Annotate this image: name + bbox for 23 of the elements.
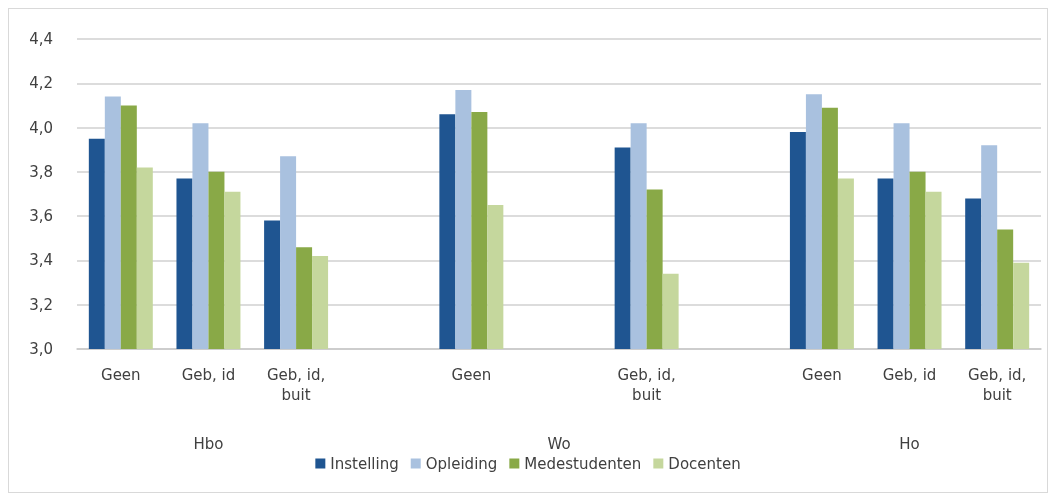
x-tick-label: Geen <box>451 366 492 384</box>
text: Hbo <box>193 435 224 453</box>
y-tick-label: 3,4 <box>29 251 53 270</box>
x-tick-label: Geen <box>802 366 842 384</box>
y-tick-label: 3,2 <box>29 295 53 314</box>
text: Ho <box>899 435 920 453</box>
x-tick-label: Geb, id, buit <box>266 366 326 404</box>
legend-label: Instelling <box>330 454 399 473</box>
legend-label: Opleiding <box>425 454 498 473</box>
y-tick-label: 3,6 <box>29 207 53 226</box>
x-tick-label: Geb, id <box>181 366 236 384</box>
y-tick-label: 4,2 <box>29 74 53 93</box>
legend-label: Docenten <box>668 454 741 473</box>
text: Wo <box>547 435 571 453</box>
y-tick-label: 3,0 <box>29 340 53 358</box>
y-tick-label: 4,0 <box>29 118 53 137</box>
x-tick-label: Geb, id, buit <box>617 366 676 404</box>
x-tick-label: Geb, id <box>882 366 937 384</box>
y-tick-label: 3,8 <box>29 162 53 181</box>
legend-label: Medestudenten <box>524 454 642 473</box>
y-tick-label: 4,4 <box>29 30 53 48</box>
x-tick-label: Geen <box>101 366 141 384</box>
x-tick-label: Geb, id, buit <box>967 366 1027 404</box>
